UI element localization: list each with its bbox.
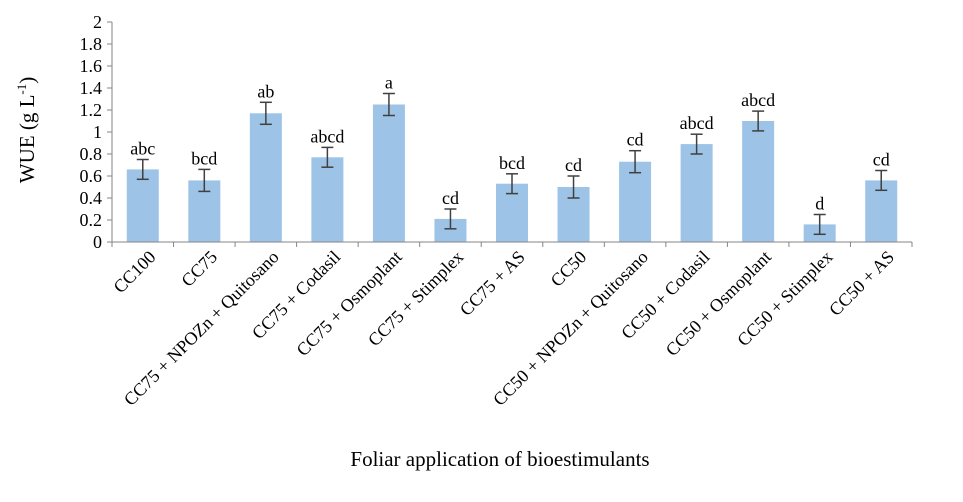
bar [619,161,652,242]
y-tick-label: 0.6 [80,166,103,186]
error-bar [321,146,334,168]
significance-letter: abcd [680,113,714,133]
error-bar [259,101,272,126]
category-label: CC50 + Osmoplant [662,247,775,360]
y-tick-label: 2 [93,12,102,32]
category-label: CC75 [177,247,221,291]
significance-letter: cd [627,130,644,150]
bar [680,144,713,242]
significance-letter: abcd [310,126,344,146]
significance-letter: abcd [741,90,775,110]
significance-letter: bcd [191,148,217,168]
y-tick-label: 0.8 [80,144,103,164]
category-label: CC75 + Osmoplant [292,247,405,360]
error-bar [567,175,580,199]
significance-letter: cd [873,150,890,170]
error-bar [875,169,888,192]
error-bar [629,149,642,174]
y-tick-label: 1.4 [80,78,103,98]
error-bar [382,92,395,117]
y-axis-title-close: ) [15,77,39,84]
y-axis-title-sup: -1 [14,84,29,95]
y-axis-ticks: 00.20.40.60.811.21.41.61.82 [80,12,112,252]
significance-letter: ab [257,81,274,101]
significance-letter: bcd [499,153,525,173]
bar [372,104,405,242]
significance-letter: cd [442,188,459,208]
category-label: CC50 + AS [825,247,898,320]
y-tick-label: 0 [93,232,102,252]
bar [434,218,467,242]
error-bar [506,173,518,195]
bar [126,169,159,242]
y-tick-label: 1.2 [80,100,103,120]
y-tick-label: 0.4 [80,188,103,208]
category-label: CC100 [109,247,159,297]
bar [249,113,282,242]
y-axis-title: WUE (g L-1) [14,77,39,183]
axes-group [111,22,913,247]
y-tick-label: 1.6 [80,56,103,76]
error-bar [198,168,211,193]
error-bar [752,110,765,132]
category-label: CC50 [547,247,591,291]
bar [742,121,775,242]
significance-letter: d [815,194,824,214]
significance-letter: a [385,73,393,93]
category-label: CC75 + AS [456,247,529,320]
error-bar [813,213,826,236]
error-bar [136,158,149,181]
y-tick-label: 1.8 [80,34,103,54]
error-bar [690,133,703,155]
bars-group: abc bcd ab abcd a cd bcd cd cd abcd abcd d cd [126,73,898,242]
y-tick-label: 1 [93,122,102,142]
y-axis-title-main: WUE (g L [15,95,39,184]
error-bar [444,208,457,230]
bar [311,157,344,242]
y-tick-label: 0.2 [80,210,103,230]
x-axis-title: Foliar application of bioestimulants [350,447,649,471]
significance-letter: cd [565,155,582,175]
significance-letter: abc [130,139,155,159]
